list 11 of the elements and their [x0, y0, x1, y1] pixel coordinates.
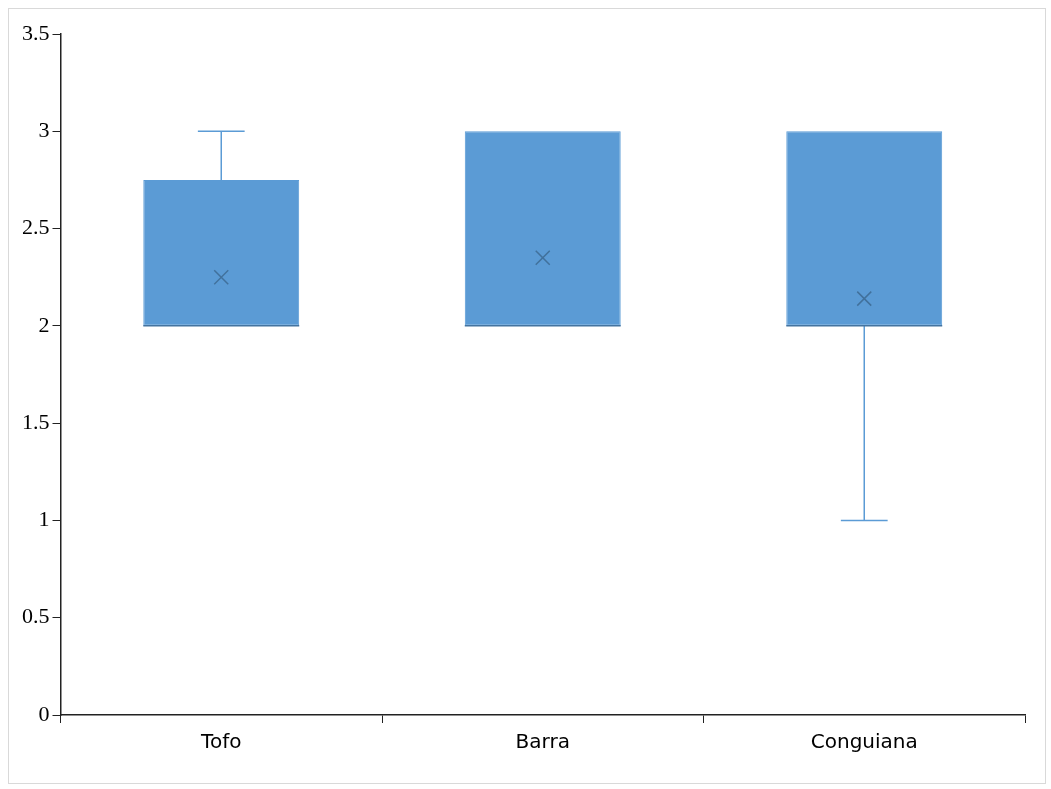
y-tick-label: 2	[38, 311, 50, 337]
y-tick-label: 0.5	[22, 603, 50, 629]
y-tick-label: 1	[38, 506, 50, 532]
x-tick-label: Barra	[515, 729, 570, 754]
y-tick-label: 3.5	[22, 19, 50, 45]
y-tick-label: 1.5	[22, 408, 50, 434]
y-tick-label: 2.5	[22, 214, 50, 240]
y-tick-label: 3	[38, 117, 50, 143]
x-tick-label: Tofo	[200, 729, 242, 754]
x-tick-label: Conguiana	[810, 729, 918, 754]
y-tick-label: 0	[38, 700, 50, 726]
